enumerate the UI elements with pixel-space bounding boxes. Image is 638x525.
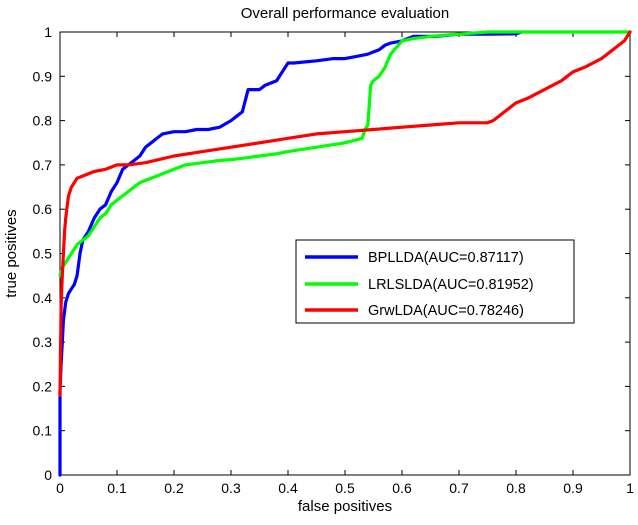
series-lines xyxy=(58,30,632,477)
series-line-0 xyxy=(58,30,524,477)
x-tick-label: 0.5 xyxy=(335,480,355,496)
x-tick-label: 0.6 xyxy=(392,480,412,496)
y-tick-label: 0.9 xyxy=(33,68,53,84)
y-tick-label: 0.3 xyxy=(33,334,53,350)
x-tick-label: 0.3 xyxy=(221,480,241,496)
axis-ticks: 0 0.1 0.2 0.3 0.4 0.5 0.6 0.7 0.8 0.9 1 0 0.1 0.2 0.3 0… xyxy=(33,24,635,496)
y-tick-label: 0.7 xyxy=(33,157,53,173)
y-tick-label: 1 xyxy=(44,24,52,40)
legend-label-0: BPLLDA(AUC=0.87117) xyxy=(368,250,524,266)
x-axis-label: false positives xyxy=(298,498,392,515)
y-tick-label: 0.8 xyxy=(33,113,53,129)
x-tick-label: 0.8 xyxy=(506,480,526,496)
y-tick-label: 0 xyxy=(44,467,52,483)
series-line-1 xyxy=(58,30,632,278)
y-axis-label: true positives xyxy=(3,209,20,297)
y-tick-label: 0.4 xyxy=(33,290,53,306)
x-tick-label: 0.7 xyxy=(449,480,469,496)
y-tick-label: 0.2 xyxy=(33,378,53,394)
x-tick-label: 0.9 xyxy=(563,480,583,496)
legend-label-1: LRLSLDA(AUC=0.81952) xyxy=(368,277,534,293)
legend: BPLLDA(AUC=0.87117) LRLSLDA(AUC=0.81952) G… xyxy=(295,239,575,324)
x-tick-label: 0.1 xyxy=(107,480,127,496)
y-tick-label: 0.6 xyxy=(33,201,53,217)
x-tick-label: 0.2 xyxy=(164,480,184,496)
x-tick-label: 0 xyxy=(56,480,64,496)
series-line-2 xyxy=(58,30,632,397)
y-tick-label: 0.5 xyxy=(33,246,53,262)
legend-label-2: GrwLDA(AUC=0.78246) xyxy=(368,303,524,319)
x-tick-label: 1 xyxy=(626,480,634,496)
x-tick-label: 0.4 xyxy=(278,480,298,496)
chart-title: Overall performance evaluation xyxy=(241,5,449,22)
y-tick-label: 0.1 xyxy=(33,423,53,439)
